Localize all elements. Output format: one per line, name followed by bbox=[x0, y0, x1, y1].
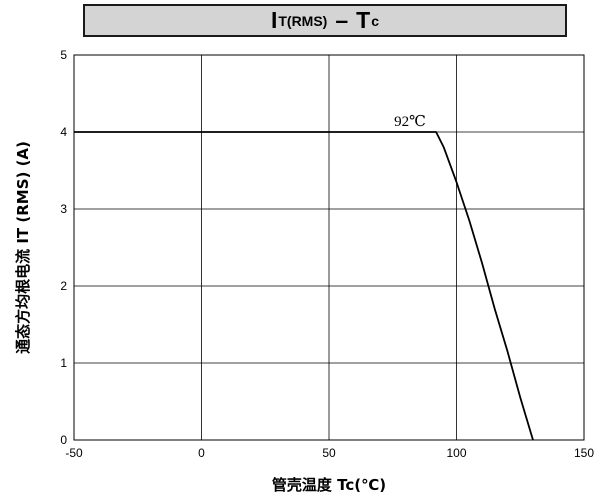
x-axis-label: 管壳温度 Tc(℃) bbox=[272, 476, 386, 494]
title-symbol-t: T bbox=[356, 7, 371, 33]
annotation-92c: 92℃ bbox=[394, 114, 426, 130]
title-symbol-i: I bbox=[270, 7, 278, 33]
title-dash: – bbox=[335, 7, 349, 33]
x-tick-label-2: 50 bbox=[322, 446, 336, 460]
x-tick-label-0: -50 bbox=[65, 446, 83, 460]
y-tick-label-5: 5 bbox=[60, 48, 67, 62]
series bbox=[74, 131, 534, 441]
y-axis-label: 通态方均根电流 IT (RMS) (A) bbox=[14, 141, 32, 354]
y-tick-labels: 0 1 2 3 4 5 bbox=[60, 48, 67, 447]
title-subscript-trms: T(RMS) bbox=[278, 12, 328, 29]
x-tick-label-4: 150 bbox=[574, 446, 594, 460]
y-tick-label-0: 0 bbox=[60, 433, 67, 447]
plot-frame bbox=[73, 54, 585, 441]
y-tick-label-1: 1 bbox=[60, 356, 67, 370]
x-tick-label-3: 100 bbox=[446, 446, 466, 460]
x-tick-labels: -50 0 50 100 150 bbox=[65, 446, 594, 460]
title-subscript-c: c bbox=[371, 12, 380, 29]
y-tick-label-2: 2 bbox=[60, 279, 67, 293]
series-line-0 bbox=[74, 131, 534, 441]
grid bbox=[73, 54, 585, 441]
y-tick-label-3: 3 bbox=[60, 202, 67, 216]
x-tick-label-1: 0 bbox=[198, 446, 205, 460]
y-tick-label-4: 4 bbox=[60, 125, 67, 139]
